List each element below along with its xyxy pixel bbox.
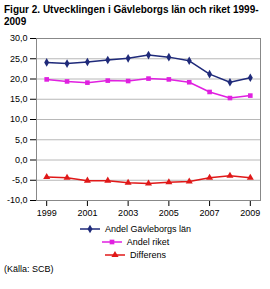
svg-text:-5,0: -5,0 (12, 175, 28, 185)
html-text:Figur 2. Utvecklingen i Gävleb: Figur 2. Utvecklingen i Gävleborgs län o… (4, 4, 259, 27)
html-text:(Källa: SCB): (Källa: SCB) (4, 264, 54, 274)
svg-text:1999: 1999 (37, 208, 57, 218)
svg-text:2009: 2009 (240, 208, 260, 218)
svg-text:-10,0: -10,0 (7, 195, 28, 205)
svg-text:15,0: 15,0 (10, 94, 28, 104)
svg-text:2005: 2005 (159, 208, 179, 218)
svg-text:20,0: 20,0 (10, 74, 28, 84)
svg-text:5,0: 5,0 (15, 135, 28, 145)
svg-text:25,0: 25,0 (10, 54, 28, 64)
html-text:Andel riket: Andel riket (126, 236, 170, 247)
svg-text:2003: 2003 (118, 208, 138, 218)
svg-text:10,0: 10,0 (10, 114, 28, 124)
svg-text:2001: 2001 (77, 208, 97, 218)
svg-text:2007: 2007 (200, 208, 220, 218)
html-text:Differens: Differens (130, 249, 166, 260)
svg-text:0,0: 0,0 (15, 155, 28, 165)
html-text:Andel Gävleborgs län: Andel Gävleborgs län (105, 223, 191, 234)
svg-text:30,0: 30,0 (10, 33, 28, 43)
